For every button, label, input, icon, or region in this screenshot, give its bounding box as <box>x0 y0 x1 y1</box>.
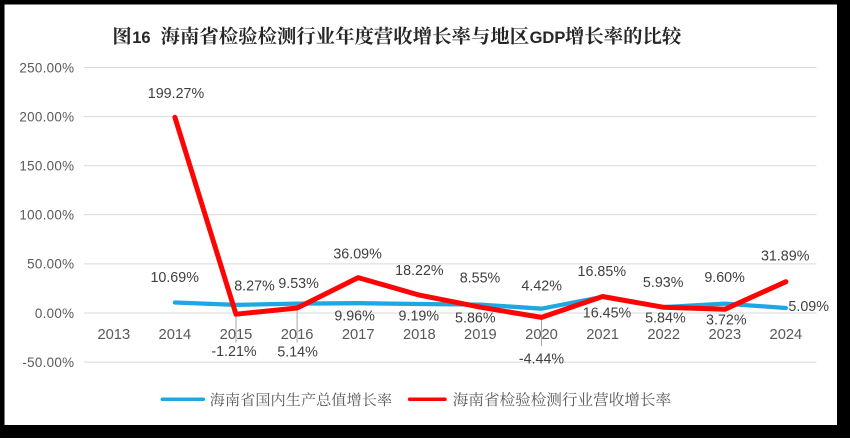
svg-text:9.96%: 9.96% <box>334 308 375 324</box>
svg-text:5.86%: 5.86% <box>455 311 496 327</box>
svg-text:2015: 2015 <box>220 327 253 343</box>
svg-text:3.72%: 3.72% <box>706 312 747 328</box>
svg-text:5.14%: 5.14% <box>277 345 318 361</box>
svg-text:5.93%: 5.93% <box>643 275 684 291</box>
svg-text:200.00%: 200.00% <box>19 109 74 124</box>
svg-text:2017: 2017 <box>342 327 375 343</box>
svg-text:4.42%: 4.42% <box>521 279 562 295</box>
svg-text:9.53%: 9.53% <box>278 276 319 292</box>
svg-text:2013: 2013 <box>97 327 130 343</box>
svg-text:2019: 2019 <box>464 327 497 343</box>
svg-text:100.00%: 100.00% <box>19 208 74 223</box>
svg-text:2021: 2021 <box>586 327 619 343</box>
svg-text:50.00%: 50.00% <box>27 257 74 272</box>
svg-text:31.89%: 31.89% <box>761 249 810 265</box>
svg-text:2020: 2020 <box>525 327 558 343</box>
svg-text:36.09%: 36.09% <box>333 247 382 263</box>
svg-text:-4.44%: -4.44% <box>519 352 565 368</box>
svg-text:16: 16 <box>132 29 150 47</box>
svg-text:2016: 2016 <box>281 327 314 343</box>
svg-text:5.84%: 5.84% <box>645 311 686 327</box>
svg-text:9.60%: 9.60% <box>704 270 745 286</box>
svg-text:-50.00%: -50.00% <box>22 355 74 370</box>
svg-text:2018: 2018 <box>403 327 436 343</box>
svg-text:2023: 2023 <box>708 327 741 343</box>
svg-text:16.85%: 16.85% <box>578 264 627 280</box>
svg-text:2024: 2024 <box>770 327 803 343</box>
svg-text:-1.21%: -1.21% <box>211 344 257 360</box>
svg-text:5.09%: 5.09% <box>788 299 829 315</box>
svg-text:2022: 2022 <box>647 327 680 343</box>
svg-text:10.69%: 10.69% <box>150 270 199 286</box>
svg-text:8.55%: 8.55% <box>460 271 501 287</box>
svg-text:16.45%: 16.45% <box>583 306 632 322</box>
svg-text:9.19%: 9.19% <box>399 308 440 324</box>
svg-text:2014: 2014 <box>159 327 192 343</box>
svg-text:0.00%: 0.00% <box>35 306 74 321</box>
svg-text:18.22%: 18.22% <box>395 263 444 279</box>
svg-text:199.27%: 199.27% <box>148 86 205 102</box>
svg-text:8.27%: 8.27% <box>234 279 275 295</box>
svg-text:150.00%: 150.00% <box>19 159 74 174</box>
svg-text:250.00%: 250.00% <box>19 60 74 75</box>
svg-text:GDP: GDP <box>530 29 566 47</box>
